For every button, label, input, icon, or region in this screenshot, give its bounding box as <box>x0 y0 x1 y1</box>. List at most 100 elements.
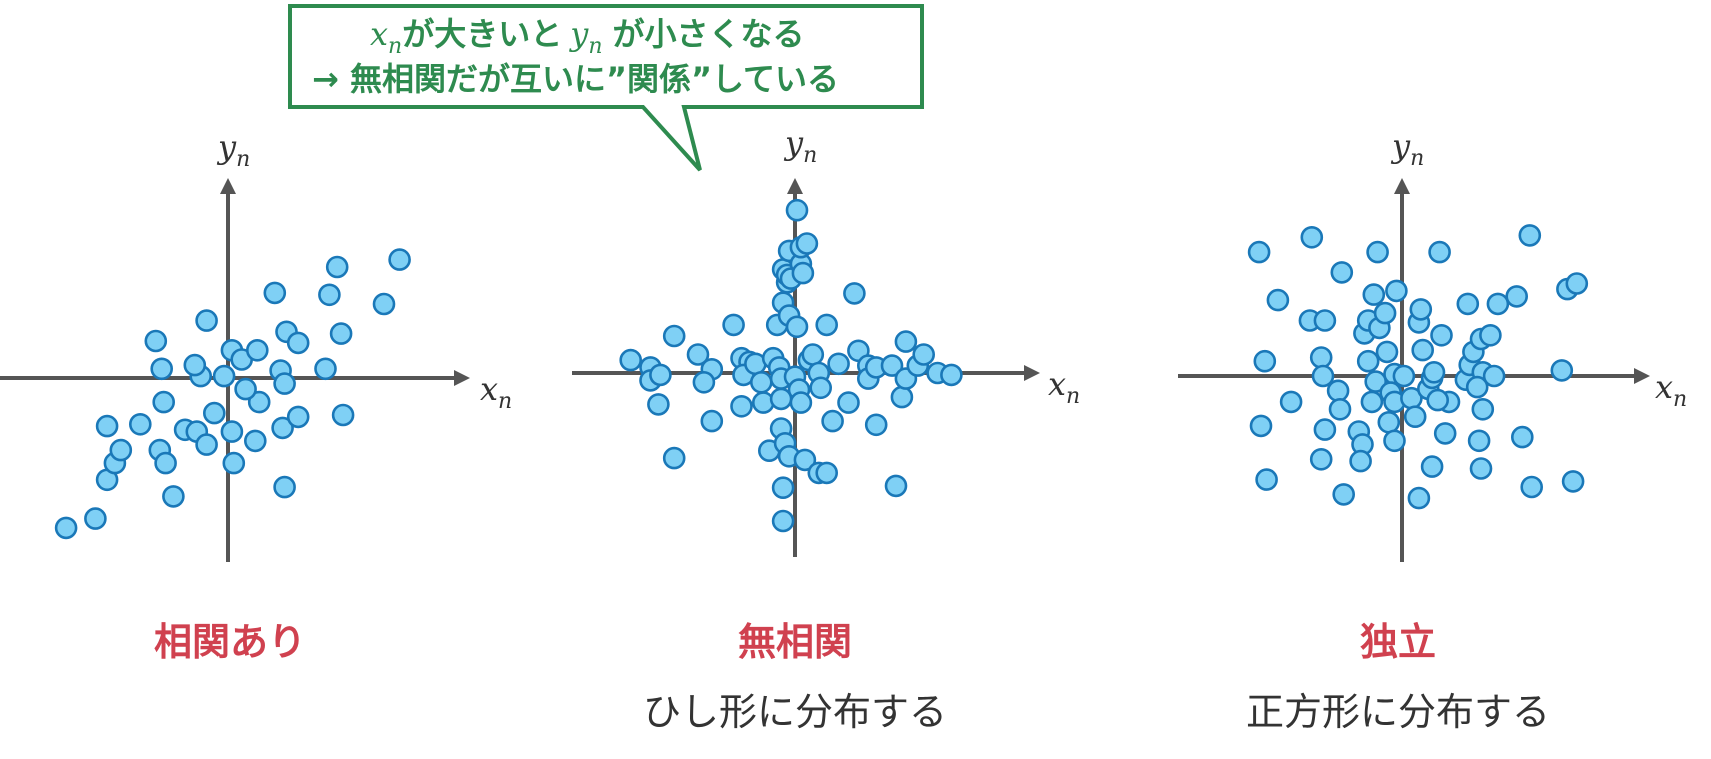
data-point <box>129 412 152 436</box>
panel-title-uncorrelated: 無相関 <box>738 620 852 664</box>
data-point <box>1433 422 1457 445</box>
data-point <box>662 446 686 470</box>
data-point <box>1311 364 1335 388</box>
data-point <box>1428 240 1451 264</box>
panel-correlated: xn yn <box>0 128 512 562</box>
data-point <box>325 255 349 279</box>
data-point <box>1561 470 1585 493</box>
data-point <box>1279 390 1303 414</box>
data-point <box>1249 414 1273 438</box>
callout-end: が小さくなる <box>612 15 804 53</box>
data-point <box>789 391 813 414</box>
data-point <box>837 391 860 414</box>
data-point <box>815 461 839 485</box>
data-point <box>1309 447 1333 471</box>
data-point <box>273 372 296 395</box>
data-point <box>1360 390 1384 414</box>
data-point <box>795 232 819 255</box>
data-point <box>880 354 904 377</box>
data-point <box>1511 425 1534 449</box>
data-point <box>771 476 795 500</box>
data-point <box>940 363 963 387</box>
data-point <box>150 357 173 381</box>
data-point <box>1422 360 1446 384</box>
data-point <box>662 324 686 348</box>
data-point <box>1520 475 1543 499</box>
data-point <box>1255 468 1278 491</box>
data-point <box>152 390 175 414</box>
data-point <box>273 475 296 499</box>
data-point <box>244 429 267 453</box>
data-point <box>1247 240 1271 264</box>
callout-x-sub: n <box>388 34 402 59</box>
data-point <box>785 198 809 222</box>
data-point <box>1326 379 1350 403</box>
data-point <box>864 413 888 437</box>
data-point <box>222 451 246 475</box>
data-point <box>801 343 825 366</box>
data-point <box>1328 397 1352 421</box>
x-axis-label: xn <box>1655 368 1687 412</box>
callout-mid: が大きいと <box>402 15 562 53</box>
data-point <box>183 353 207 377</box>
y-axis-arrowhead <box>220 178 236 194</box>
data-point <box>84 507 107 530</box>
data-point <box>1364 370 1387 393</box>
data-point <box>827 352 850 376</box>
data-point <box>1356 349 1380 373</box>
data-point <box>890 385 914 409</box>
data-point <box>1349 449 1372 473</box>
data-point <box>286 331 310 355</box>
data-point <box>54 516 78 540</box>
data-point <box>247 390 271 414</box>
data-point <box>1383 429 1406 453</box>
callout-line1: xnが大きいと yn が小さくなる <box>370 15 805 59</box>
y-axis-arrowhead <box>1394 178 1410 194</box>
data-point <box>314 357 337 381</box>
y-axis-arrowhead <box>787 178 803 194</box>
data-point <box>1362 283 1386 306</box>
x-axis-arrowhead <box>1634 368 1650 384</box>
data-point <box>722 313 745 337</box>
data-point <box>1482 364 1506 388</box>
data-point <box>212 364 236 388</box>
data-point <box>686 343 710 366</box>
data-point <box>286 405 310 429</box>
x-axis-arrowhead <box>1024 365 1040 381</box>
data-point <box>1565 272 1589 295</box>
data-point <box>1469 457 1493 480</box>
data-point <box>1420 455 1444 478</box>
data-point <box>1518 224 1542 247</box>
data-point <box>144 329 168 353</box>
data-point <box>195 433 218 456</box>
data-point <box>331 403 355 427</box>
data-point <box>1377 410 1401 434</box>
data-point <box>884 474 908 498</box>
data-point <box>263 281 287 305</box>
y-axis-label: yn <box>1390 127 1424 171</box>
panel-title-independent: 独立 <box>1360 620 1436 664</box>
data-point <box>245 338 269 362</box>
panel-subtitle-uncorrelated: ひし形に分布する <box>643 690 947 734</box>
data-point <box>1505 285 1528 308</box>
data-point <box>1309 346 1333 369</box>
x-axis-arrowhead <box>454 370 470 386</box>
callout-y-var: y <box>568 15 589 53</box>
data-point <box>912 343 936 366</box>
y-axis-label: yn <box>216 128 250 172</box>
data-point <box>1330 261 1354 284</box>
data-point <box>692 370 716 394</box>
data-point <box>1409 298 1433 321</box>
data-point <box>318 283 341 307</box>
x-axis-label: xn <box>1048 365 1080 409</box>
data-point <box>785 315 809 339</box>
callout: xnが大きいと yn が小さくなる → 無相関だが互いに”関係”している <box>288 4 924 172</box>
data-point <box>220 420 244 443</box>
data-point <box>234 377 257 401</box>
data-point <box>1550 359 1574 382</box>
data-point <box>815 313 839 337</box>
data-point <box>1313 309 1337 332</box>
data-point <box>1253 349 1277 373</box>
data-point <box>1373 301 1397 325</box>
callout-line2: → 無相関だが互いに”関係”している <box>312 60 839 98</box>
